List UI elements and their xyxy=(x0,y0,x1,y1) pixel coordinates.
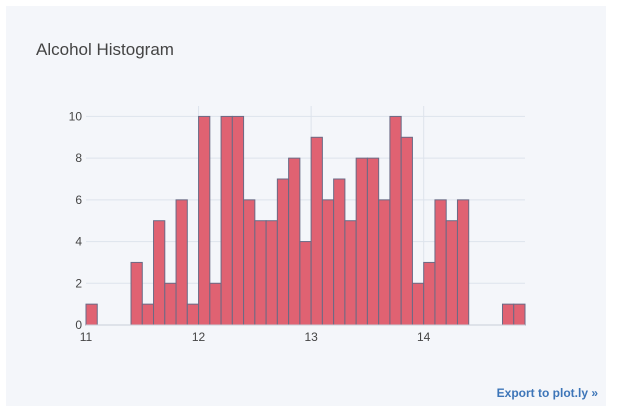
histogram-bar xyxy=(389,115,402,326)
histogram-bar xyxy=(513,303,526,326)
histogram-bar xyxy=(288,157,301,326)
histogram-bar xyxy=(501,303,515,326)
y-tick-label: 0 xyxy=(75,318,82,332)
histogram-bar xyxy=(434,199,447,326)
chart-title: Alcohol Histogram xyxy=(36,40,174,59)
histogram-bar xyxy=(243,199,256,326)
x-tick-label: 13 xyxy=(304,330,318,344)
histogram-bar xyxy=(400,136,413,326)
plot-container: Alcohol Histogram 0 2 4 6 8 10 11 12 13 14 Export… xyxy=(6,6,606,406)
y-tick-label: 8 xyxy=(75,151,82,165)
histogram-bar xyxy=(265,220,278,326)
histogram-bar xyxy=(209,282,222,326)
histogram-bar xyxy=(276,178,290,326)
histogram-bar xyxy=(355,157,368,326)
histogram-bar xyxy=(231,115,245,326)
histogram-bar xyxy=(411,282,425,326)
histogram-bar xyxy=(423,261,436,326)
histogram-bar xyxy=(333,178,346,326)
y-tick-label: 2 xyxy=(75,276,82,290)
histogram-bar xyxy=(130,261,143,326)
histogram-bar xyxy=(299,241,312,326)
histogram-bar xyxy=(186,303,200,326)
histogram-bar xyxy=(366,157,380,326)
y-tick-label: 6 xyxy=(75,193,82,207)
y-tick-label: 4 xyxy=(75,235,82,249)
histogram-chart: 0 2 4 6 8 10 11 12 13 14 xyxy=(69,106,526,344)
histogram-bar xyxy=(456,199,470,326)
x-tick-label: 12 xyxy=(192,330,206,344)
histogram-bar xyxy=(198,115,211,326)
histogram-bar xyxy=(175,199,188,326)
x-tick-label: 14 xyxy=(417,330,431,344)
histogram-bar xyxy=(344,220,357,326)
histogram-bar xyxy=(378,199,391,326)
y-tick-label: 10 xyxy=(69,109,83,123)
export-link[interactable]: Export to plot.ly » xyxy=(496,386,598,400)
x-tick-label: 11 xyxy=(80,330,93,344)
histogram-bar xyxy=(85,303,98,326)
histogram-bar xyxy=(445,220,458,326)
histogram-bar xyxy=(254,220,267,326)
histogram-bar xyxy=(153,220,166,326)
histogram-bar xyxy=(220,115,233,326)
histogram-bar xyxy=(310,136,323,326)
histogram-bar xyxy=(141,303,155,326)
histogram-bar xyxy=(321,199,335,326)
histogram-bar xyxy=(164,282,177,326)
